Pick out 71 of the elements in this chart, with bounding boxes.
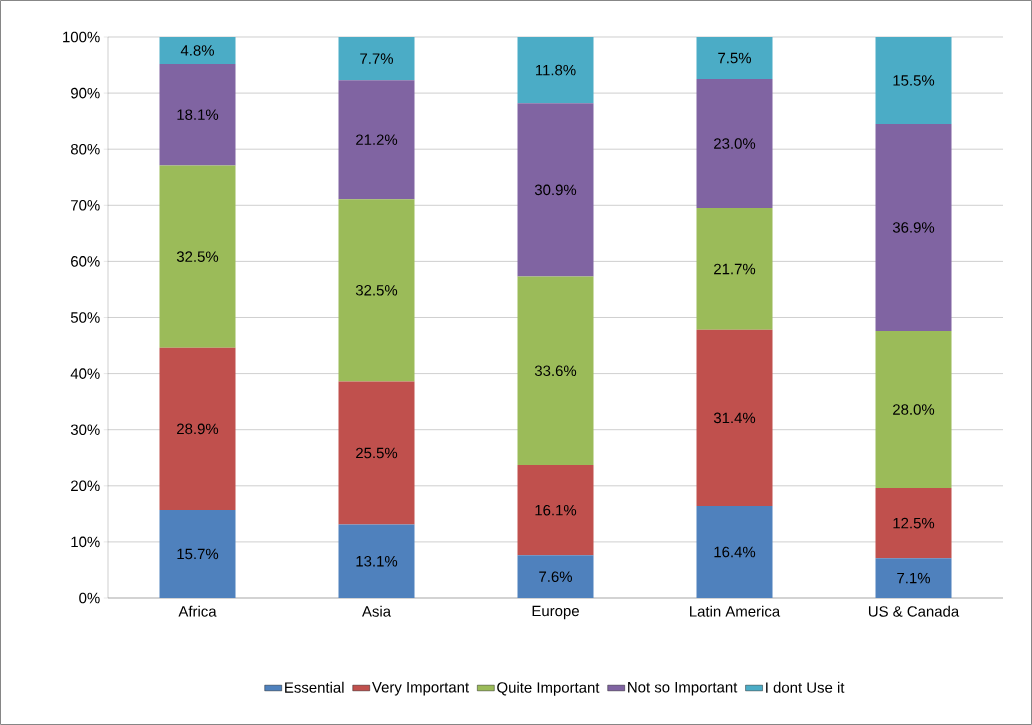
data-label: 31.4%	[713, 412, 756, 424]
y-tick-label: 40%	[70, 368, 100, 379]
y-tick-label: 0%	[79, 592, 100, 604]
data-label: 32.5%	[355, 284, 398, 296]
data-label: 30.9%	[534, 184, 577, 196]
legend-label: Quite Important	[497, 681, 600, 696]
x-tick-label: Europe	[532, 605, 579, 620]
y-tick-label: 100%	[63, 31, 100, 43]
bar	[517, 465, 594, 556]
data-label: 33.6%	[534, 365, 577, 377]
bar	[696, 329, 773, 506]
bar	[159, 165, 236, 348]
bar	[517, 555, 594, 598]
bar	[338, 80, 415, 200]
x-tick-label: Latin America	[690, 605, 781, 617]
bar	[338, 524, 415, 598]
legend-label: I dont Use it	[766, 681, 845, 693]
data-label: 28.9%	[177, 423, 219, 435]
data-label: 12.5%	[893, 517, 935, 529]
data-label: 15.7%	[177, 548, 219, 560]
data-label: 13.1%	[356, 555, 398, 567]
data-label: 7.1%	[897, 572, 930, 584]
bar	[696, 506, 773, 598]
data-label: 36.9%	[892, 222, 935, 233]
data-label: 7.5%	[718, 52, 751, 64]
bar	[517, 36, 594, 104]
data-label: 7.6%	[539, 571, 572, 582]
y-tick-label: 50%	[70, 312, 100, 323]
bar	[875, 330, 952, 489]
data-label: 18.1%	[177, 109, 219, 120]
legend-label: Very Important	[372, 682, 469, 696]
y-tick-label: 60%	[71, 256, 100, 267]
x-tick-label: US & Canada	[868, 605, 960, 617]
y-tick-label: 20%	[71, 480, 100, 492]
data-label: 32.5%	[176, 251, 219, 262]
bar	[517, 276, 594, 466]
data-label: 28.0%	[893, 404, 935, 415]
bar	[696, 36, 773, 80]
data-label: 16.1%	[535, 504, 577, 516]
data-label: 15.5%	[893, 75, 935, 86]
bar	[875, 558, 952, 598]
y-tick-label: 80%	[70, 143, 100, 155]
y-tick-label: 30%	[70, 424, 100, 435]
data-label: 11.8%	[536, 64, 576, 76]
data-label: 7.7%	[360, 53, 393, 64]
y-tick-label: 90%	[71, 87, 100, 99]
data-label: 23.0%	[714, 138, 756, 149]
bar	[159, 36, 236, 64]
legend-label: Not so Important	[628, 682, 738, 696]
x-tick-label: Africa	[178, 605, 217, 617]
bar	[159, 63, 236, 166]
y-tick-label: 10%	[71, 536, 100, 548]
bar	[338, 199, 415, 382]
data-label: 21.7%	[714, 263, 756, 275]
bar	[696, 79, 773, 209]
bar	[875, 123, 952, 331]
bar	[875, 36, 952, 124]
y-tick-label: 70%	[71, 200, 100, 211]
data-label: 4.8%	[180, 45, 214, 56]
bar	[338, 381, 415, 525]
legend-label: Essential	[285, 681, 344, 693]
data-label: 21.2%	[356, 134, 398, 145]
bar	[159, 347, 236, 510]
bar	[517, 103, 594, 277]
bar	[159, 509, 236, 598]
bar	[696, 208, 773, 330]
data-label: 16.4%	[714, 546, 756, 558]
bar	[875, 488, 952, 559]
bar	[338, 36, 415, 81]
data-label: 25.5%	[356, 447, 398, 459]
x-tick-label: Asia	[362, 605, 392, 617]
